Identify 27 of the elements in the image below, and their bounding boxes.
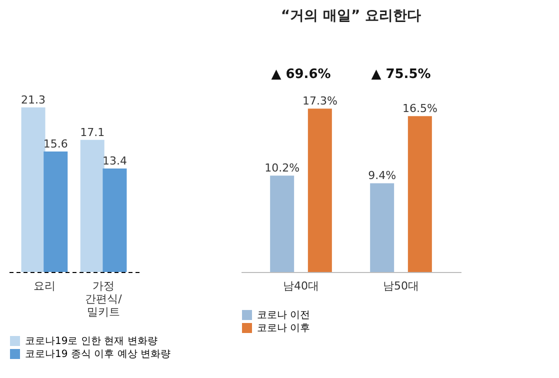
bar xyxy=(21,107,46,272)
data-label: 15.6 xyxy=(43,137,68,150)
x-tick-label: 남50대 xyxy=(383,280,419,292)
data-label: 16.5% xyxy=(402,102,438,116)
chart-title: “거의 매일” 요리한다 xyxy=(280,8,422,24)
data-label: 13.4 xyxy=(102,154,127,168)
bar xyxy=(370,183,394,272)
legend-label: 코로나19로 인한 현재 변화량 xyxy=(25,336,158,347)
legend-label: 코로나19 종식 이후 예상 변화량 xyxy=(25,349,170,360)
data-label: 10.2% xyxy=(264,162,300,175)
legend-label: 코로나 이전 xyxy=(257,310,310,321)
data-label: 9.4% xyxy=(368,169,396,182)
bar xyxy=(408,116,432,272)
x-tick-label: 요리 xyxy=(33,280,56,292)
text: ▲ 75.5% xyxy=(371,67,431,82)
legend-label: 코로나 이후 xyxy=(257,323,310,334)
bar xyxy=(102,168,127,272)
bar xyxy=(308,108,332,272)
data-label: 21.3 xyxy=(21,93,46,106)
bar xyxy=(44,151,68,272)
text: ▲ 69.6% xyxy=(271,67,331,82)
x-tick-label: 가정 간편식/ 밀키트 xyxy=(85,280,122,318)
data-label: 17.3% xyxy=(302,94,338,108)
bar xyxy=(80,140,104,272)
x-tick-label: 남40대 xyxy=(283,280,319,292)
bar xyxy=(270,176,294,272)
data-label: 17.1 xyxy=(80,126,105,139)
